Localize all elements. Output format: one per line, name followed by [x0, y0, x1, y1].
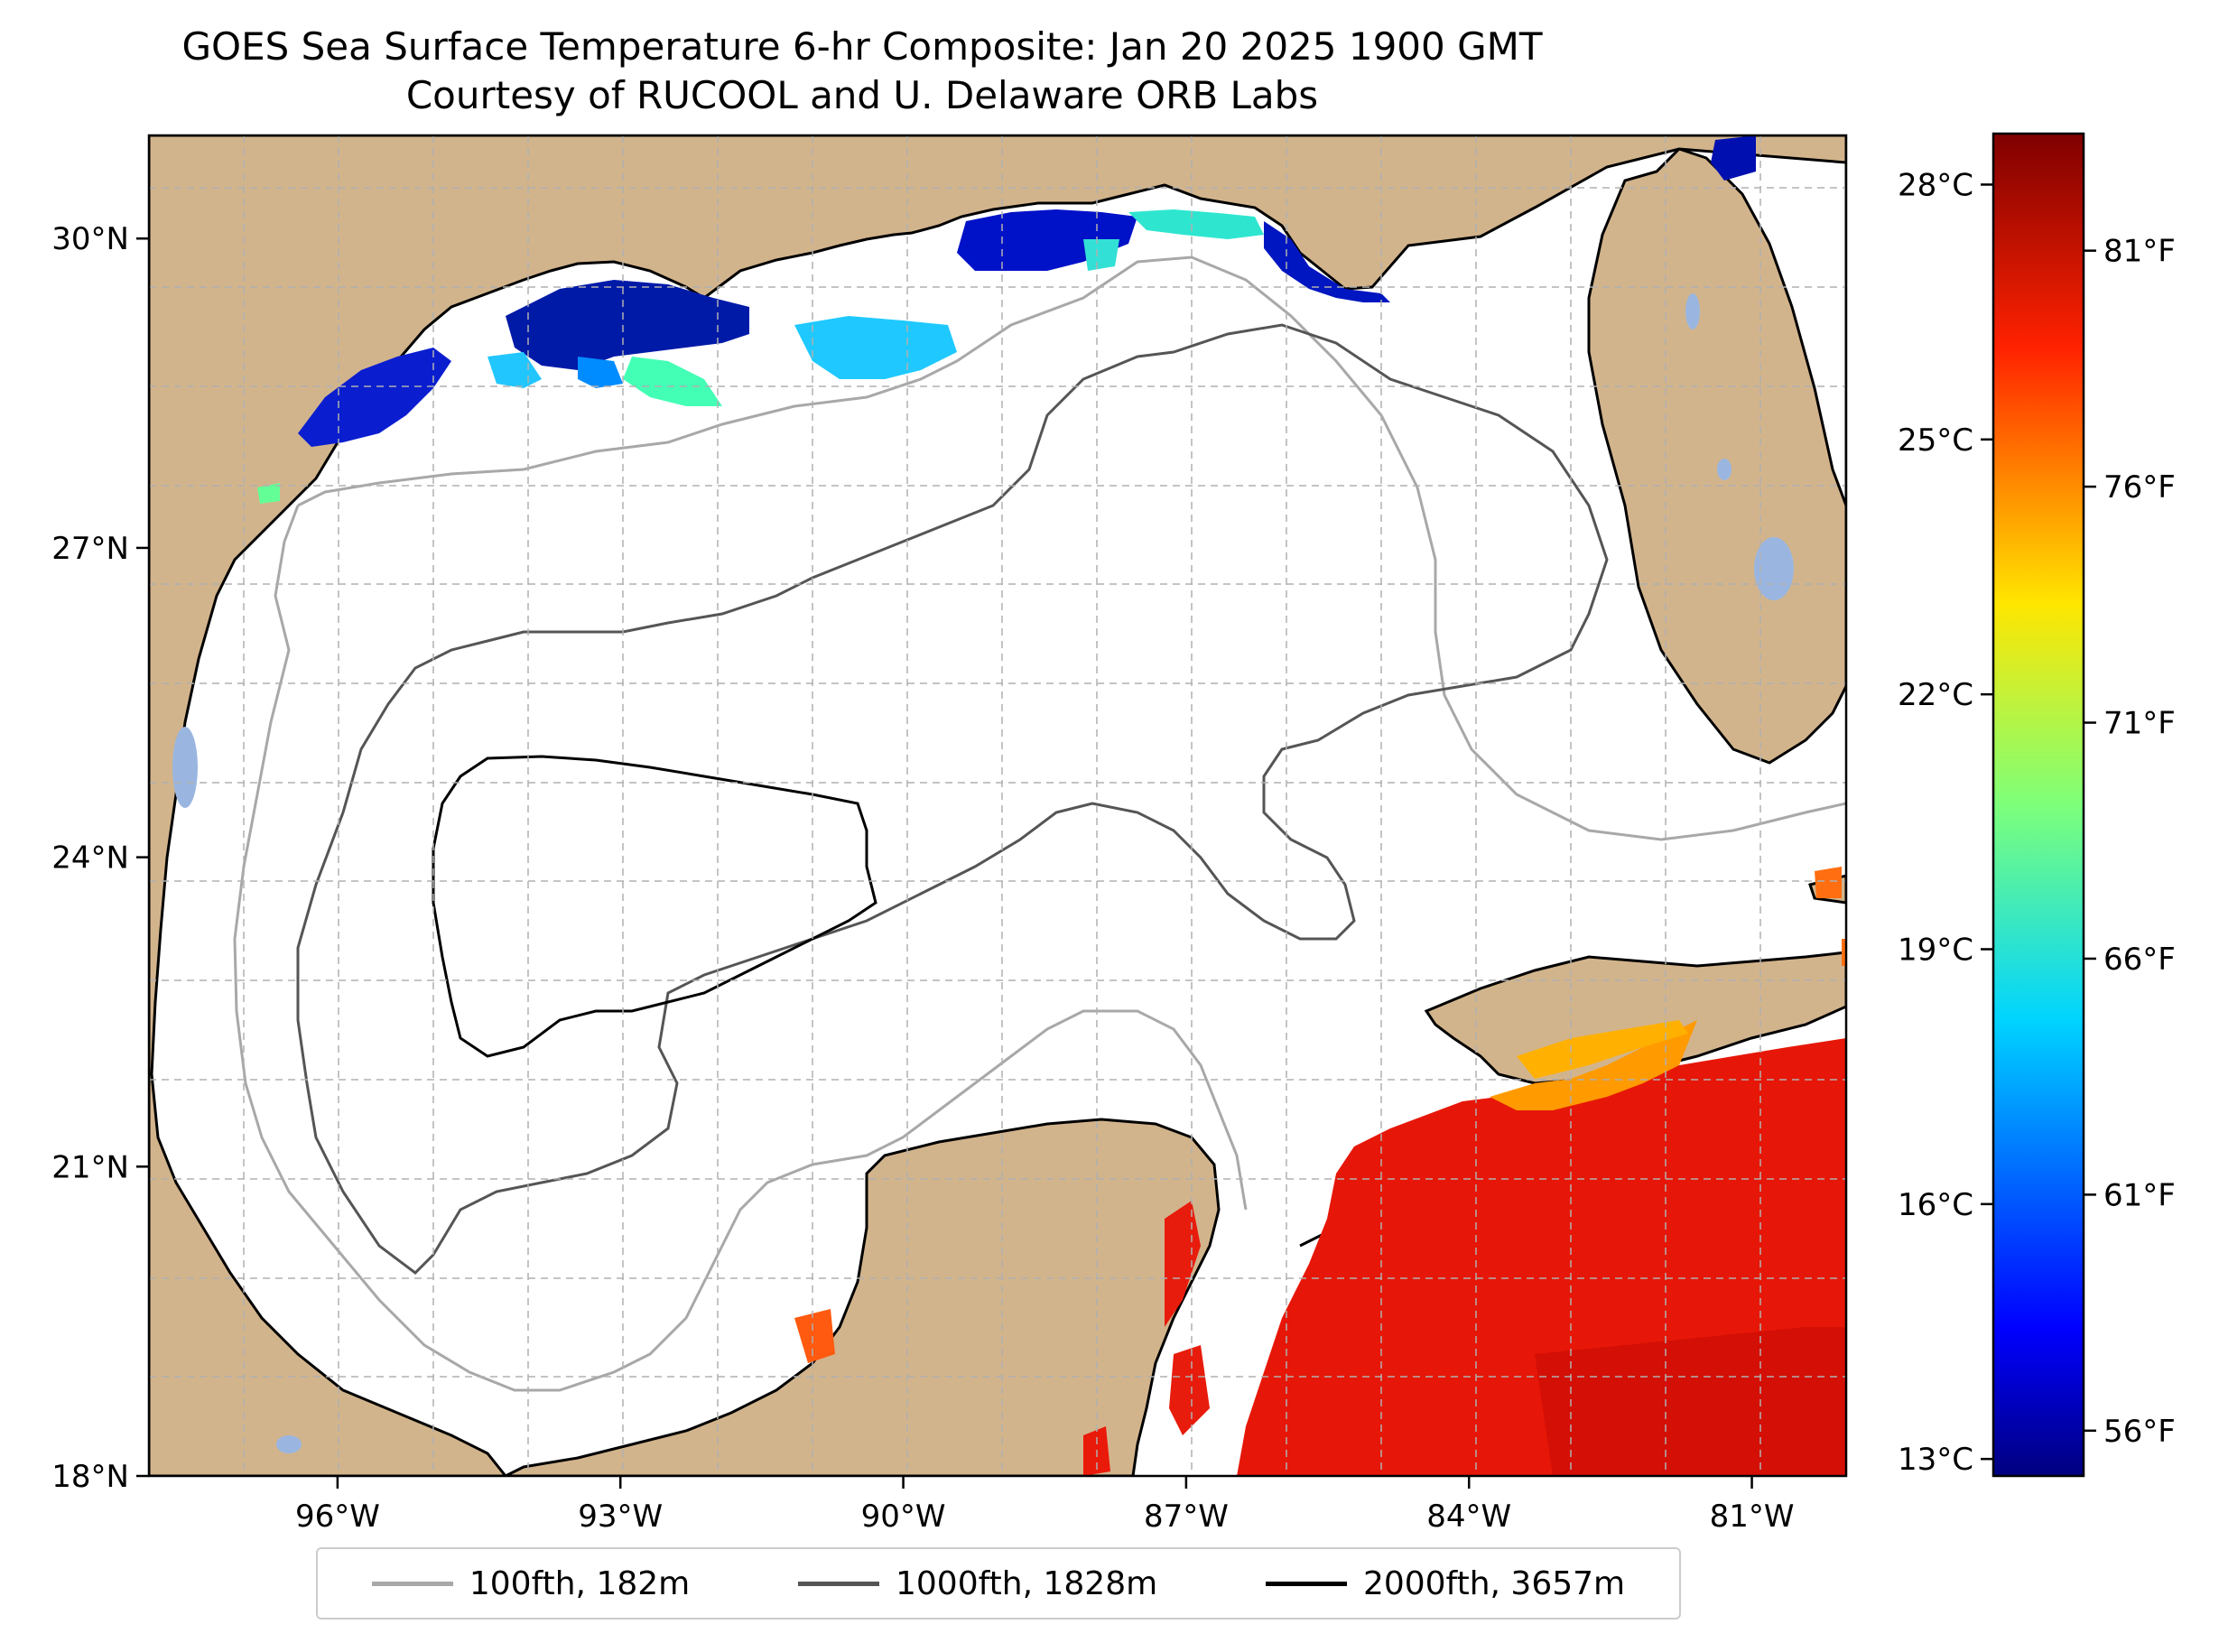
map-subtitle: Courtesy of RUCOOL and U. Delaware ORB L… — [405, 73, 1319, 117]
map-frame — [147, 134, 1848, 1478]
contour-2000fth — [432, 755, 877, 1058]
colorbar-fahrenheit-axis: 81°F 76°F 71°F 66°F 61°F 56°F — [2084, 234, 2176, 1450]
legend-swatch-2000fth — [1265, 1581, 1347, 1586]
map-title: GOES Sea Surface Temperature 6-hr Compos… — [181, 24, 1543, 69]
fahrenheit-tick-label: 76°F — [2103, 469, 2176, 506]
latitude-axis: 18°N 21°N 24°N 27°N 30°N — [51, 221, 149, 1495]
fahrenheit-tick-label: 66°F — [2103, 942, 2176, 978]
lon-tick-label: 84°W — [1426, 1499, 1511, 1535]
celsius-tick-label: 28°C — [1898, 167, 1973, 203]
fahrenheit-tick-label: 71°F — [2103, 706, 2176, 742]
lon-tick-label: 90°W — [861, 1499, 946, 1535]
lon-tick-label: 93°W — [578, 1499, 663, 1535]
celsius-tick-label: 22°C — [1898, 677, 1973, 713]
lon-tick-label: 87°W — [1144, 1499, 1229, 1535]
graticule — [149, 135, 1846, 1476]
colorbar-celsius-axis: 28°C 25°C 22°C 19°C 16°C 13°C — [1898, 167, 1993, 1478]
contour-1000fth — [296, 323, 1609, 1275]
lat-tick-label: 27°N — [51, 531, 129, 567]
colorbar — [1992, 132, 2085, 1478]
bathymetry-legend: 100fth, 182m 1000fth, 1828m 2000fth, 365… — [316, 1547, 1681, 1620]
legend-swatch-100fth — [371, 1581, 453, 1586]
land-masses — [149, 135, 1846, 1476]
longitude-axis: 96°W 93°W 90°W 87°W 84°W 81°W — [295, 1476, 1795, 1535]
fahrenheit-tick-label: 81°F — [2103, 234, 2176, 270]
legend-item-2000fth: 2000fth, 3657m — [1265, 1564, 1626, 1602]
celsius-tick-label: 13°C — [1898, 1442, 1973, 1478]
lakes — [172, 293, 1794, 1453]
legend-item-100fth: 100fth, 182m — [371, 1564, 691, 1602]
celsius-tick-label: 16°C — [1898, 1187, 1973, 1223]
lon-tick-label: 81°W — [1710, 1499, 1795, 1535]
lat-tick-label: 30°N — [51, 221, 129, 257]
legend-label-2000fth: 2000fth, 3657m — [1362, 1564, 1626, 1602]
legend-label-1000fth: 1000fth, 1828m — [896, 1564, 1158, 1602]
legend-item-1000fth: 1000fth, 1828m — [798, 1565, 1157, 1602]
fahrenheit-tick-label: 56°F — [2103, 1414, 2176, 1450]
lat-tick-label: 24°N — [51, 840, 129, 877]
lat-tick-label: 18°N — [51, 1459, 129, 1495]
legend-label-100fth: 100fth, 182m — [469, 1564, 691, 1602]
legend-swatch-1000fth — [798, 1581, 879, 1586]
celsius-tick-label: 25°C — [1898, 422, 1973, 459]
fahrenheit-tick-label: 61°F — [2103, 1177, 2176, 1213]
lon-tick-label: 96°W — [295, 1499, 380, 1535]
cuba — [1424, 951, 1846, 1085]
yucatan-peninsula — [505, 1118, 1221, 1476]
contour-100fth — [297, 255, 1846, 841]
sst-south-warm — [794, 867, 1846, 1476]
lat-tick-label: 21°N — [51, 1149, 129, 1185]
celsius-tick-label: 19°C — [1898, 932, 1973, 968]
us-gulf-coast — [149, 135, 1846, 765]
